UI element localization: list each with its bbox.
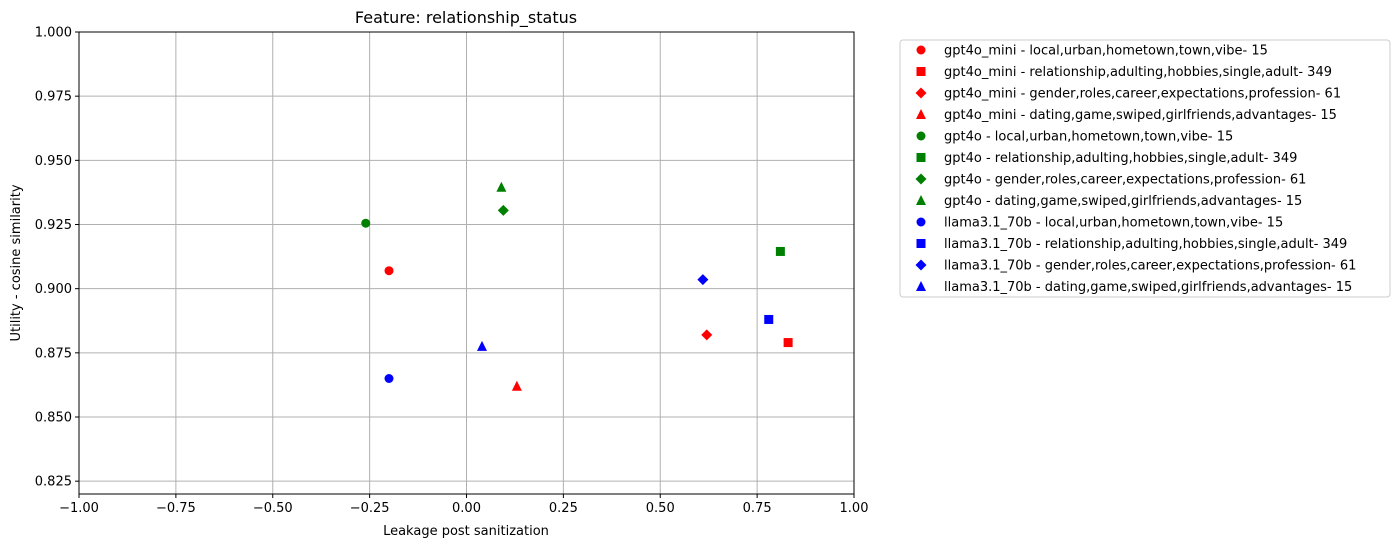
y-tick-label: 0.825 [35,475,72,490]
legend-marker [915,259,927,271]
y-axis-label: Utility - cosine similarity [9,184,24,341]
legend-marker [916,195,926,205]
legend-entry-label: llama3.1_70b - local,urban,hometown,town… [944,216,1283,231]
legend-entry-label: llama3.1_70b - gender,roles,career,expec… [944,259,1356,274]
x-tick-label: −0.75 [156,501,196,516]
x-tick-label: 0.25 [549,501,578,516]
y-tick-label: 0.975 [35,90,72,105]
y-tick-label: 0.850 [35,411,72,426]
legend-marker [915,173,927,185]
plot-area [78,31,855,495]
axis-ticks: −1.00 −0.75 −0.50 −0.25 0.00 0.25 0.50 0.75 1.00… [35,26,869,517]
data-point [496,181,507,192]
legend-entry-label: gpt4o - dating,game,swiped,girlfriends,a… [944,194,1302,209]
x-tick-label: −1.00 [59,501,99,516]
legend-marker [916,239,926,248]
data-point [384,266,394,276]
data-point [764,314,774,324]
y-tick-label: 0.950 [35,154,72,169]
x-tick-label: −0.50 [253,501,293,516]
legend-entry-label: gpt4o - local,urban,hometown,town,vibe- … [944,130,1233,145]
data-point [477,340,487,351]
grid [78,31,855,494]
data-point [511,380,522,391]
legend-marker [916,67,926,76]
legend-frame [899,39,1391,298]
x-axis-label: Leakage post sanitization [383,524,549,539]
y-tick-label: 0.875 [35,346,72,361]
y-tick-label: 1.000 [35,26,72,41]
data-point [697,274,709,286]
legend: gpt4o_mini - local,urban,hometown,town,v… [899,39,1391,298]
x-tick-label: 0.75 [743,501,772,516]
legend-marker [916,217,926,227]
x-tick-label: −0.25 [350,501,390,516]
legend-marker [916,45,926,55]
data-points [361,181,793,391]
legend-marker [915,87,927,99]
data-point [783,338,793,348]
legend-entry-label: gpt4o - gender,roles,career,expectations… [944,173,1306,188]
data-point [701,329,713,341]
legend-entry-label: llama3.1_70b - dating,game,swiped,girlfr… [944,280,1352,295]
data-point [384,374,394,383]
legend-entry-label: gpt4o_mini - gender,roles,career,expecta… [944,87,1341,102]
chart-title: Feature: relationship_status [355,8,577,28]
legend-marker [916,109,926,119]
legend-entry-label: gpt4o_mini - dating,game,swiped,girlfrie… [944,108,1337,123]
x-tick-label: 0.50 [646,501,675,516]
data-point [361,218,371,228]
data-point [497,204,509,216]
y-tick-label: 0.900 [35,282,72,297]
legend-marker [916,281,926,291]
legend-entry-label: gpt4o_mini - local,urban,hometown,town,v… [944,44,1268,59]
x-tick-label: 0.00 [452,501,481,516]
legend-entry-label: gpt4o_mini - relationship,adulting,hobbi… [944,65,1332,80]
legend-entry-label: llama3.1_70b - relationship,adulting,hob… [944,237,1347,252]
legend-marker [916,153,926,162]
data-point [775,246,785,256]
legend-entry-label: gpt4o - relationship,adulting,hobbies,si… [944,151,1297,166]
legend-marker [916,131,926,141]
x-tick-label: 1.00 [840,501,869,516]
y-tick-label: 0.925 [35,218,72,233]
